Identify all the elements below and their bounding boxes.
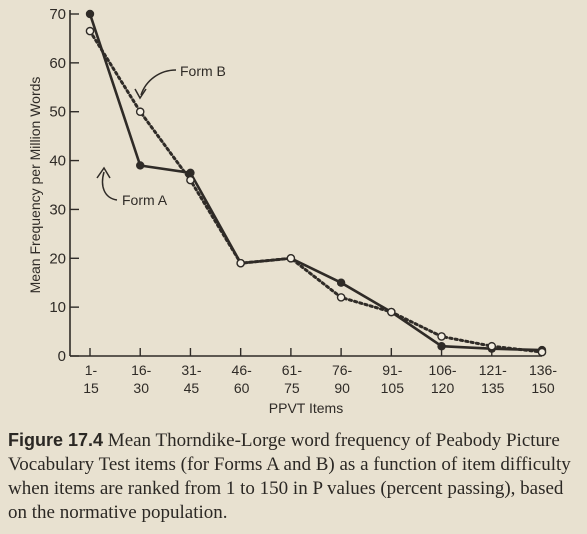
series-label-form-a: Form A xyxy=(122,192,168,208)
x-tick-label: 106- xyxy=(429,362,457,378)
x-tick-label: 150 xyxy=(531,380,555,396)
caption-text: Mean Thorndike-Lorge word frequency of P… xyxy=(8,430,571,523)
x-tick-label: 136- xyxy=(529,362,557,378)
data-point xyxy=(286,253,296,263)
x-tick-label: 30 xyxy=(133,380,149,396)
x-tick-label: 90 xyxy=(334,380,350,396)
y-tick-label: 60 xyxy=(49,55,66,72)
y-tick-label: 30 xyxy=(49,201,66,218)
arrowhead-icon xyxy=(134,88,147,100)
x-tick-label: 31- xyxy=(181,362,202,378)
data-point xyxy=(336,278,346,287)
y-tick-label: 20 xyxy=(49,250,66,267)
data-point xyxy=(336,293,346,302)
data-point xyxy=(85,26,95,36)
x-tick-label: 60 xyxy=(234,380,250,396)
x-tick-label: 16- xyxy=(131,362,152,378)
x-axis-title: PPVT Items xyxy=(269,400,343,416)
x-tick-label: 75 xyxy=(284,380,300,396)
y-tick-label: 0 xyxy=(58,348,66,365)
x-tick-label: 15 xyxy=(83,380,99,396)
data-point xyxy=(186,175,195,185)
figure-label: Figure 17.4 xyxy=(8,430,104,450)
x-tick-label: 45 xyxy=(184,380,200,396)
line-chart: 0 10 20 30 40 50 60 70 1- 15 16- 30 31- 45 46- 60 61- 75 7… xyxy=(27,6,557,416)
data-point xyxy=(135,107,145,117)
data-point xyxy=(437,332,446,341)
data-point xyxy=(487,341,497,351)
figure-caption: Figure 17.4 Mean Thorndike-Lorge word fr… xyxy=(8,428,576,525)
annotation-arrow-form-a xyxy=(101,171,118,201)
data-point xyxy=(387,307,396,317)
data-point xyxy=(537,347,547,357)
y-tick-label: 40 xyxy=(49,153,66,170)
y-tick-label: 50 xyxy=(49,104,66,121)
x-tick-label: 46- xyxy=(232,362,253,378)
data-point xyxy=(136,161,145,170)
x-tick-label: 121- xyxy=(479,362,507,378)
series-label-form-b: Form B xyxy=(180,63,226,79)
annotation-arrow-form-b xyxy=(140,69,177,96)
x-tick-label: 61- xyxy=(282,362,303,378)
series-line-form-a xyxy=(88,13,543,352)
series-line-form-b xyxy=(88,29,544,354)
x-tick-label: 76- xyxy=(332,362,353,378)
data-point xyxy=(236,258,245,268)
data-point xyxy=(437,342,446,351)
arrowhead-icon xyxy=(96,166,111,179)
y-tick-label: 70 xyxy=(49,6,66,23)
x-tick-label: 135 xyxy=(481,380,505,396)
data-point xyxy=(186,168,195,177)
y-axis-title: Mean Frequency per Million Words xyxy=(27,77,43,294)
x-tick-label: 120 xyxy=(431,380,455,396)
y-tick-label: 10 xyxy=(49,299,66,316)
x-tick-label: 105 xyxy=(381,380,405,396)
x-tick-label: 1- xyxy=(85,362,98,378)
data-point xyxy=(85,9,95,19)
x-tick-label: 91- xyxy=(382,362,403,378)
